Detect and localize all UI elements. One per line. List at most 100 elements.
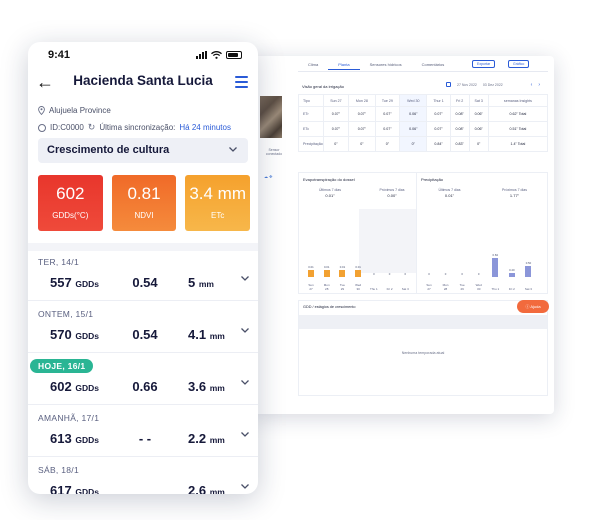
- desktop-tabs: Clima Planta Sensores hídricos Comentári…: [298, 60, 454, 70]
- precip-bar-day-label: Tue 29: [459, 283, 465, 291]
- irrigation-header-cell: Tipo: [298, 94, 324, 107]
- precip-bar-day-label: Mon 28: [442, 283, 449, 291]
- irrigation-header-cell: Thur 1: [426, 94, 451, 107]
- tab-planta[interactable]: Planta: [328, 60, 360, 70]
- gdd-band: [299, 315, 547, 329]
- evapo-bar-value: 0.01: [308, 264, 314, 269]
- chevron-down-icon[interactable]: [240, 273, 250, 283]
- id-icon: [38, 123, 46, 132]
- precip-bar-day-label: Wed 30: [475, 283, 482, 291]
- row-day-label: SÁB, 18/1: [38, 465, 79, 475]
- chevron-down-icon[interactable]: [240, 325, 250, 335]
- irrigation-cell: 0.83": [449, 136, 470, 152]
- irrigation-date-range[interactable]: 27 Nov 2022 03 Dez 2022: [446, 82, 503, 87]
- precip-bar-value: 0.84: [492, 253, 498, 258]
- help-button[interactable]: ⓘ Ajuda: [517, 300, 549, 313]
- precip-bar-day-label: Fri 2: [508, 287, 515, 291]
- irrigation-row: ETr 0.07" 0.07" 0.07" 0.06" 0.07" 0.08" 0.06" 0.…: [298, 106, 549, 122]
- row-day-label: TER, 14/1: [38, 257, 79, 267]
- evapo-bar-day-label: Fri 2: [386, 287, 393, 291]
- hamburger-menu-icon[interactable]: [235, 76, 248, 91]
- chevron-down-icon[interactable]: [240, 481, 250, 491]
- irrigation-cell: 0.06": [468, 121, 489, 137]
- kpi-etc-unit: ETc: [211, 211, 225, 220]
- export-button[interactable]: Exportar: [472, 60, 496, 68]
- evapo-bar-value: 0: [404, 272, 407, 276]
- row-gdd: 557 GDDs: [50, 275, 99, 290]
- evapo-bar-value: 0.01: [323, 264, 330, 269]
- tab-comentarios[interactable]: Comentários: [421, 62, 445, 67]
- irrigation-row-label: ETr: [298, 106, 324, 122]
- irrigation-row-label: Precipitação: [298, 136, 324, 152]
- precip-bar: [508, 272, 515, 277]
- evapo-bar-day-label: Wed 30: [355, 283, 362, 291]
- evapo-last: Últimos 7 dias 0.01": [319, 188, 341, 198]
- evapo-bar: [355, 269, 362, 277]
- row-etc: 4.1 mm: [188, 327, 225, 342]
- gdd-title: GDD / estágios de crescimento: [303, 305, 356, 309]
- precip-bar-value: 0.20: [509, 267, 515, 272]
- evapo-bar-day-label: Tue 29: [339, 283, 345, 291]
- crop-growth-dropdown[interactable]: Crescimento de cultura: [38, 138, 248, 163]
- irrigation-cell: 0.08": [449, 121, 470, 137]
- tab-divider: [298, 71, 548, 72]
- precip-panel: Precipitação Últimos 7 dias 0.01" Próximo…: [416, 172, 548, 294]
- irrigation-row-label: ETc: [298, 121, 324, 137]
- irrigation-cell: 0.84": [426, 136, 451, 152]
- field-photo: [260, 96, 282, 138]
- daily-row[interactable]: SÁB, 18/1 617 GDDs 2.6 mm: [28, 459, 258, 494]
- photo-label: Sensor conectado: [265, 148, 283, 156]
- row-gdd: 570 GDDs: [50, 327, 99, 342]
- irrigation-cell: 0.51" Total: [487, 121, 549, 137]
- precip-next: Próximos 7 dias 1.77": [502, 188, 527, 198]
- row-gdd: 613 GDDs: [50, 431, 99, 446]
- evapo-bar: [308, 269, 314, 277]
- date-to: 03 Dez 2022: [482, 82, 503, 87]
- kpi-ndvi-value: 0.81: [127, 184, 161, 203]
- sync-label: Última sincronização:: [99, 123, 176, 132]
- irrigation-header-cell: Wed 30: [399, 94, 428, 107]
- irrigation-cell: 0.07": [348, 121, 376, 137]
- precip-bar: [525, 265, 532, 277]
- gdd-panel: GDD / estágios de crescimento Nenhuma te…: [298, 300, 548, 396]
- precip-bar-value: 0: [428, 272, 430, 276]
- evapo-bar: [339, 269, 346, 277]
- evapo-bar-value: 0: [373, 272, 375, 276]
- sync-icon[interactable]: ↻: [87, 122, 96, 132]
- daily-row[interactable]: TER, 14/1 557 GDDs 0.54 5 mm: [28, 251, 258, 301]
- irrigation-cell: 0": [468, 136, 489, 152]
- row-day-label: HOJE, 16/1: [30, 359, 94, 373]
- chart-button[interactable]: Gráfico: [508, 60, 530, 68]
- tab-sensores[interactable]: Sensores hídricos: [369, 62, 402, 67]
- irrigation-cell: 1.4" Total: [487, 136, 549, 152]
- desktop-dashboard: Sensor conectado ☁ ✥ Clima Planta Sensor…: [252, 56, 554, 414]
- evapo-next: Próximos 7 dias 0.00": [379, 188, 405, 198]
- daily-row[interactable]: ONTEM, 15/1 570 GDDs 0.54 4.1 mm: [28, 303, 258, 353]
- evapo-bar-day-label: Thu 1: [370, 287, 378, 291]
- tab-clima[interactable]: Clima: [308, 62, 319, 67]
- sync-value: Há 24 minutos: [179, 123, 231, 132]
- daily-row[interactable]: AMANHÃ, 17/1 613 GDDs - - 2.2 mm: [28, 407, 258, 457]
- evapo-title: Evapotranspiração do dossel: [303, 177, 355, 182]
- chevron-down-icon[interactable]: [240, 377, 250, 387]
- irrigation-cell: 0.07": [426, 121, 451, 137]
- back-arrow-icon[interactable]: ←: [36, 72, 54, 92]
- status-bar: 9:41: [28, 42, 258, 68]
- location-line: Alujuela Province: [38, 106, 111, 115]
- battery-icon: [226, 51, 242, 59]
- daily-row[interactable]: HOJE, 16/1 602 GDDs 0.66 3.6 mm: [28, 355, 258, 405]
- precip-bar: [492, 258, 499, 277]
- calendar-icon[interactable]: [446, 82, 451, 87]
- precip-bar-value: 0: [477, 272, 480, 276]
- kpi-gdd: 602 GDDs(°C): [38, 175, 103, 231]
- kpi-gdd-value: 602: [56, 184, 85, 203]
- page-title: Hacienda Santa Lucia: [73, 73, 213, 88]
- irrigation-cell: 0.06": [468, 106, 489, 122]
- irrigation-cell: 0.06": [399, 121, 428, 137]
- chevron-down-icon[interactable]: [240, 429, 250, 439]
- row-etc: 2.6 mm: [188, 483, 225, 494]
- date-nav-arrows-icon[interactable]: ‹›: [530, 82, 546, 88]
- irrigation-cell: 0.07": [374, 106, 401, 122]
- precip-bar-value: 0: [444, 272, 447, 276]
